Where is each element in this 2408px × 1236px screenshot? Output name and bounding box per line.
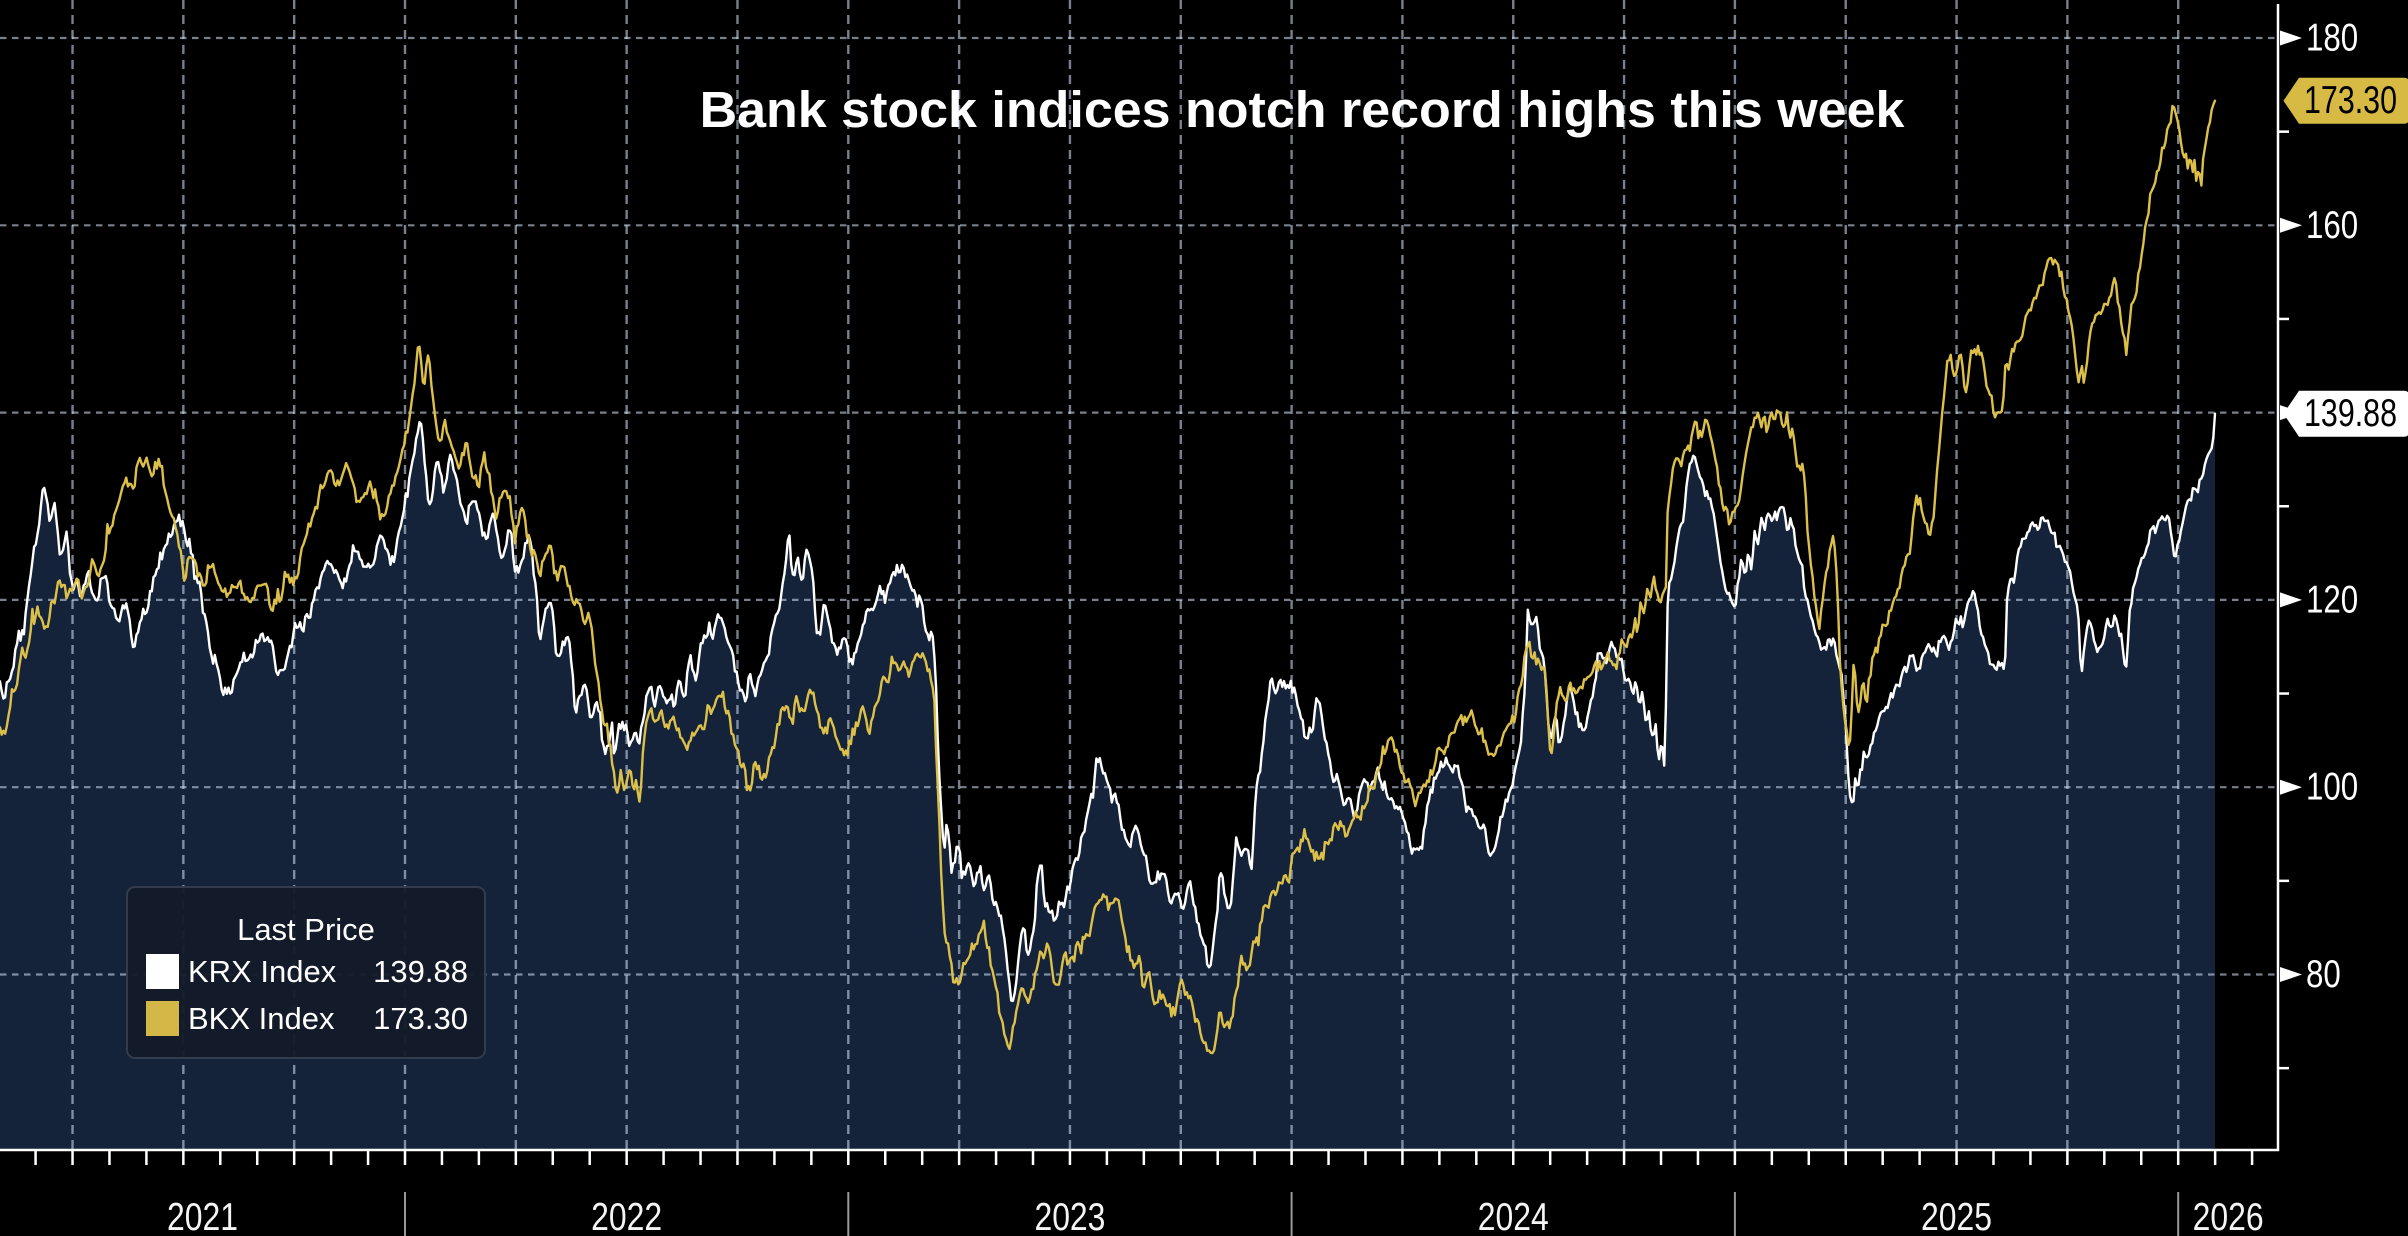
x-axis-year-labels: 2021 2022 2023 2024 2025 2026 [167,1192,2264,1236]
year-label[interactable]: 2021 [167,1196,238,1236]
year-label[interactable]: 2024 [1478,1196,1549,1236]
y-tick-arrow-icon [2280,217,2302,233]
year-label[interactable]: 2023 [1034,1196,1105,1236]
krx-price-flag[interactable]: 139.88 [2283,390,2408,437]
y-tick-label[interactable]: 160 [2306,204,2358,247]
y-tick-arrow-icon [2280,967,2302,982]
price-flag-value: 173.30 [2304,79,2397,122]
krx-swatch-icon [146,954,179,989]
bkx-price-flag[interactable]: 173.30 [2283,77,2408,124]
axes [0,4,2280,1152]
legend-label: BKX Index [188,1000,335,1036]
year-label[interactable]: 2022 [591,1196,662,1236]
legend-value: 173.30 [373,1000,468,1036]
year-label[interactable]: 2025 [1921,1196,1992,1236]
bkx-swatch-icon [146,1001,179,1036]
y-tick-label[interactable]: 100 [2306,766,2358,809]
price-flag-shape [2283,77,2408,124]
price-flag-value: 139.88 [2304,392,2397,435]
legend[interactable]: Last Price KRX Index 139.88 BKX Index 17… [126,886,486,1059]
legend-title: Last Price [237,912,375,947]
month-ticks [34,1151,2254,1165]
legend-item-krx[interactable]: KRX Index 139.88 [128,948,484,995]
legend-value: 139.88 [373,953,468,989]
y-tick-label[interactable]: 180 [2306,17,2358,60]
year-label[interactable]: 2026 [2193,1196,2264,1236]
y-tick-label[interactable]: 120 [2306,578,2358,621]
legend-item-bkx[interactable]: BKX Index 173.30 [128,995,484,1042]
y-tick-arrow-icon [2280,592,2302,608]
y-tick-label[interactable]: 80 [2306,953,2341,996]
krx-area-fill [0,413,2215,1150]
y-tick-arrow-icon [2280,779,2302,795]
chart-title: Bank stock indices notch record highs th… [699,81,1905,138]
bkx-line[interactable] [0,99,2217,1055]
y-tick-arrow-icon [2280,30,2302,46]
legend-label: KRX Index [188,953,337,989]
price-flag-shape [2283,390,2408,437]
